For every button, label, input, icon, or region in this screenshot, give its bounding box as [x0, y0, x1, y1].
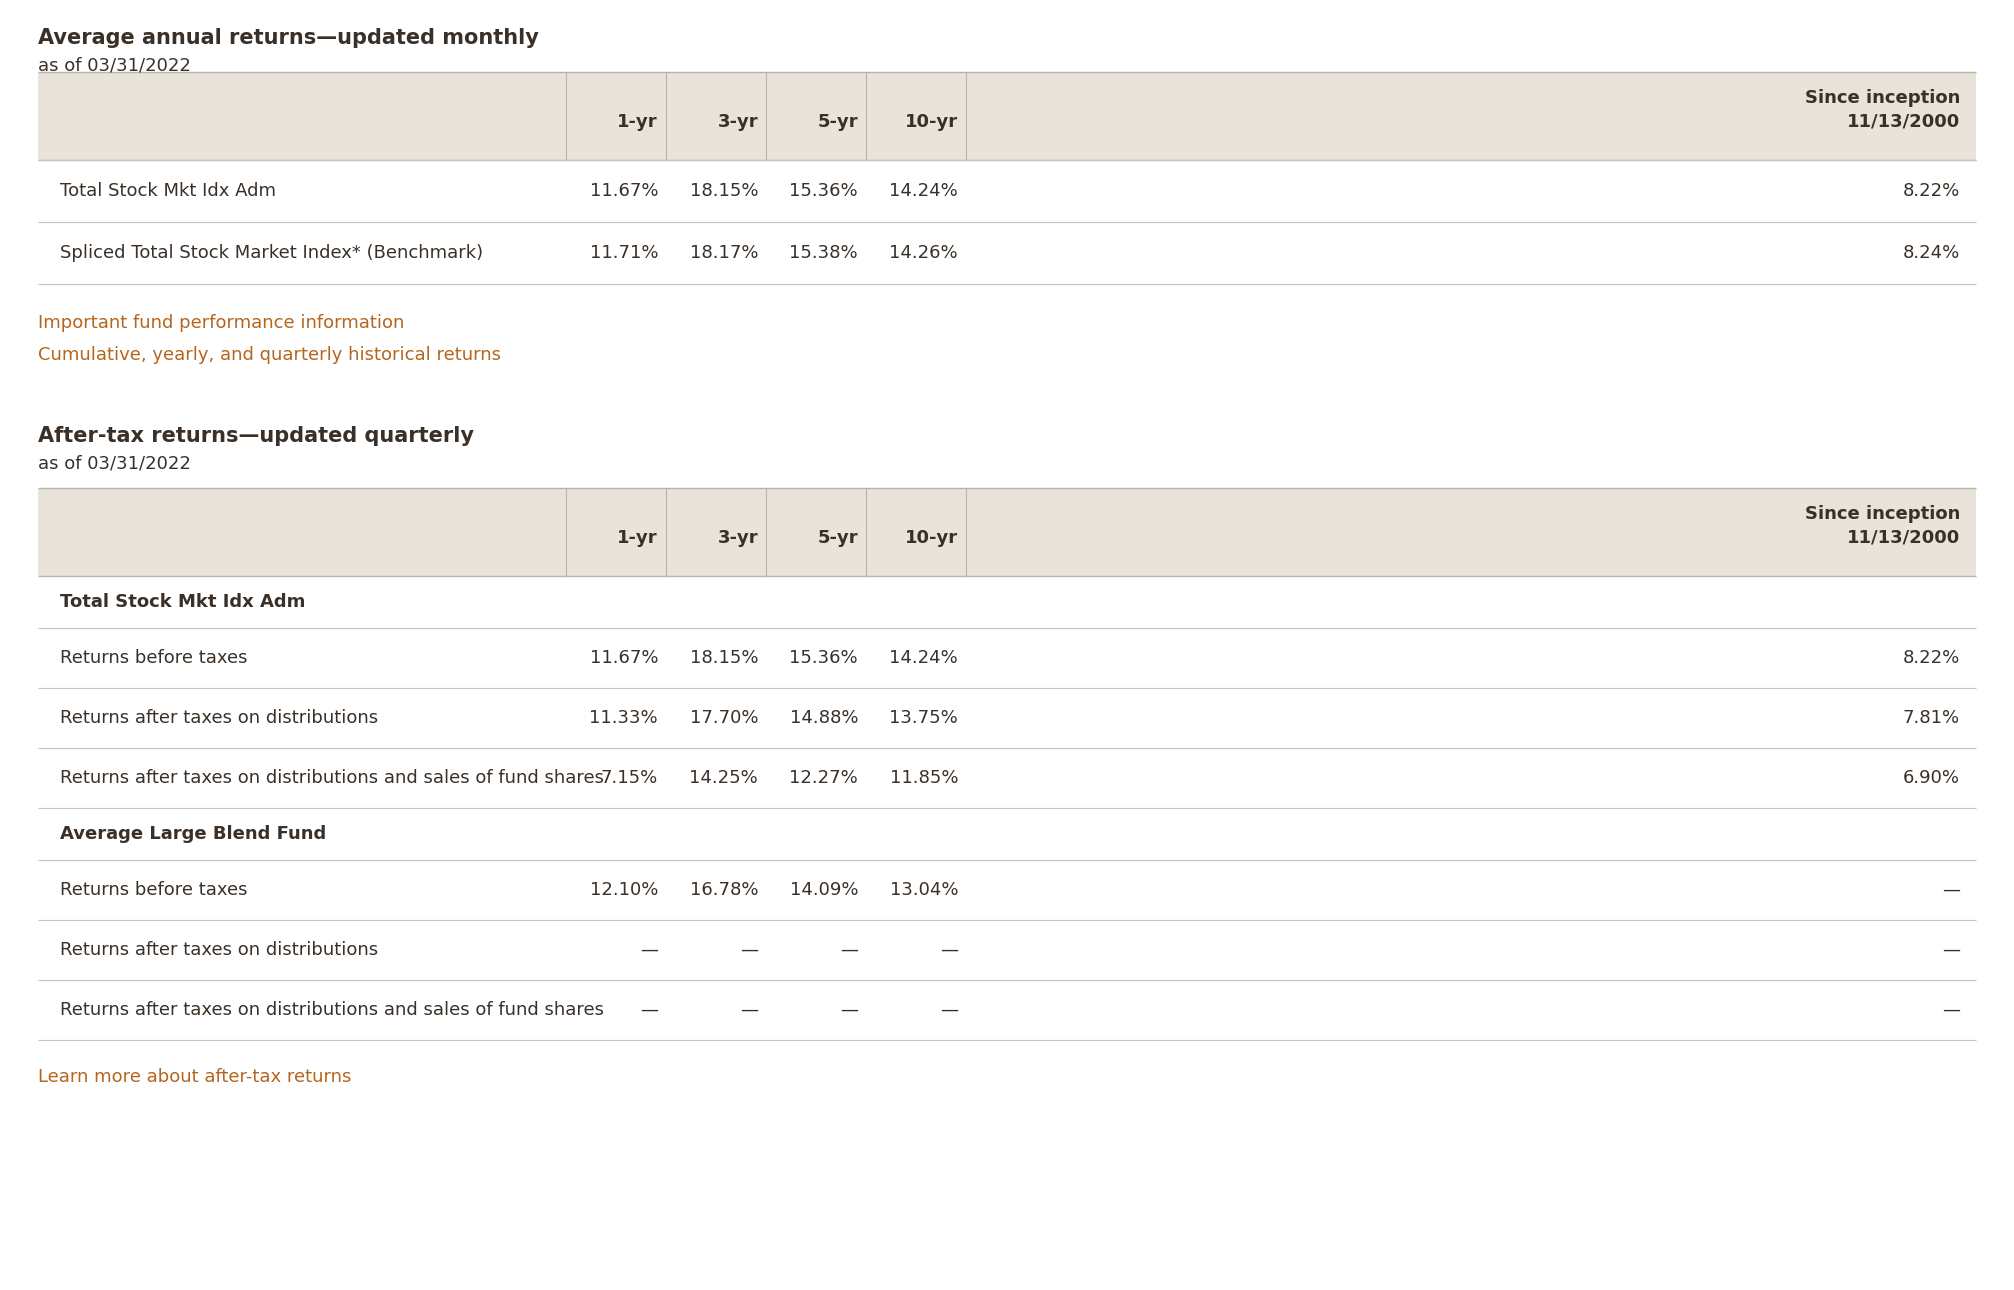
Text: 12.10%: 12.10%	[590, 881, 659, 899]
Text: 18.15%: 18.15%	[689, 182, 757, 200]
Text: 18.15%: 18.15%	[689, 649, 757, 667]
Text: —: —	[941, 940, 959, 958]
Text: —: —	[1941, 940, 1960, 958]
Text: 17.70%: 17.70%	[689, 710, 757, 728]
Text: Returns before taxes: Returns before taxes	[60, 881, 248, 899]
Text: 11.71%: 11.71%	[590, 244, 659, 262]
Text: 15.36%: 15.36%	[789, 182, 858, 200]
Text: Average annual returns—updated monthly: Average annual returns—updated monthly	[38, 28, 540, 48]
Text: —: —	[739, 940, 757, 958]
Text: —: —	[1941, 881, 1960, 899]
Text: 11.67%: 11.67%	[590, 182, 659, 200]
Text: Average Large Blend Fund: Average Large Blend Fund	[60, 826, 326, 842]
Text: 3-yr: 3-yr	[717, 114, 757, 132]
Text: —: —	[739, 1001, 757, 1019]
Text: 14.24%: 14.24%	[890, 182, 959, 200]
Text: 11.33%: 11.33%	[590, 710, 659, 728]
Text: Since inception: Since inception	[1805, 89, 1960, 107]
Text: —: —	[840, 940, 858, 958]
Text: 5-yr: 5-yr	[818, 529, 858, 547]
Text: 14.25%: 14.25%	[689, 769, 757, 787]
Text: 10-yr: 10-yr	[904, 114, 959, 132]
Text: 14.26%: 14.26%	[890, 244, 959, 262]
Text: Learn more about after-tax returns: Learn more about after-tax returns	[38, 1068, 350, 1086]
Text: Total Stock Mkt Idx Adm: Total Stock Mkt Idx Adm	[60, 182, 276, 200]
Text: —: —	[840, 1001, 858, 1019]
Text: 13.04%: 13.04%	[890, 881, 959, 899]
Text: 7.81%: 7.81%	[1903, 710, 1960, 728]
Text: 7.15%: 7.15%	[600, 769, 659, 787]
Text: 5-yr: 5-yr	[818, 114, 858, 132]
Text: 11/13/2000: 11/13/2000	[1847, 529, 1960, 547]
Text: as of 03/31/2022: as of 03/31/2022	[38, 454, 191, 472]
Text: Returns before taxes: Returns before taxes	[60, 649, 248, 667]
Text: Cumulative, yearly, and quarterly historical returns: Cumulative, yearly, and quarterly histor…	[38, 346, 501, 364]
Text: as of 03/31/2022: as of 03/31/2022	[38, 55, 191, 74]
Text: 14.24%: 14.24%	[890, 649, 959, 667]
Bar	[38, 72, 1976, 160]
Text: 11.67%: 11.67%	[590, 649, 659, 667]
Text: 12.27%: 12.27%	[789, 769, 858, 787]
Text: Returns after taxes on distributions and sales of fund shares: Returns after taxes on distributions and…	[60, 769, 604, 787]
Text: —: —	[640, 1001, 659, 1019]
Text: Returns after taxes on distributions: Returns after taxes on distributions	[60, 710, 379, 728]
Text: Important fund performance information: Important fund performance information	[38, 313, 405, 332]
Text: Returns after taxes on distributions and sales of fund shares: Returns after taxes on distributions and…	[60, 1001, 604, 1019]
Text: Returns after taxes on distributions: Returns after taxes on distributions	[60, 940, 379, 958]
Text: —: —	[941, 1001, 959, 1019]
Text: Since inception: Since inception	[1805, 504, 1960, 522]
Text: 8.24%: 8.24%	[1903, 244, 1960, 262]
Text: 15.38%: 15.38%	[789, 244, 858, 262]
Text: 10-yr: 10-yr	[904, 529, 959, 547]
Text: After-tax returns—updated quarterly: After-tax returns—updated quarterly	[38, 426, 473, 446]
Text: 16.78%: 16.78%	[689, 881, 757, 899]
Text: 1-yr: 1-yr	[618, 114, 659, 132]
Text: Spliced Total Stock Market Index* (Benchmark): Spliced Total Stock Market Index* (Bench…	[60, 244, 483, 262]
Text: 8.22%: 8.22%	[1903, 182, 1960, 200]
Text: 14.88%: 14.88%	[789, 710, 858, 728]
Text: 18.17%: 18.17%	[689, 244, 757, 262]
Text: —: —	[1941, 1001, 1960, 1019]
Text: 1-yr: 1-yr	[618, 529, 659, 547]
Text: 14.09%: 14.09%	[789, 881, 858, 899]
Text: 11/13/2000: 11/13/2000	[1847, 114, 1960, 132]
Text: Total Stock Mkt Idx Adm: Total Stock Mkt Idx Adm	[60, 593, 306, 611]
Text: 15.36%: 15.36%	[789, 649, 858, 667]
Text: 6.90%: 6.90%	[1903, 769, 1960, 787]
Text: 3-yr: 3-yr	[717, 529, 757, 547]
Text: 11.85%: 11.85%	[890, 769, 959, 787]
Text: —: —	[640, 940, 659, 958]
Text: 8.22%: 8.22%	[1903, 649, 1960, 667]
Text: 13.75%: 13.75%	[890, 710, 959, 728]
Bar	[38, 488, 1976, 577]
